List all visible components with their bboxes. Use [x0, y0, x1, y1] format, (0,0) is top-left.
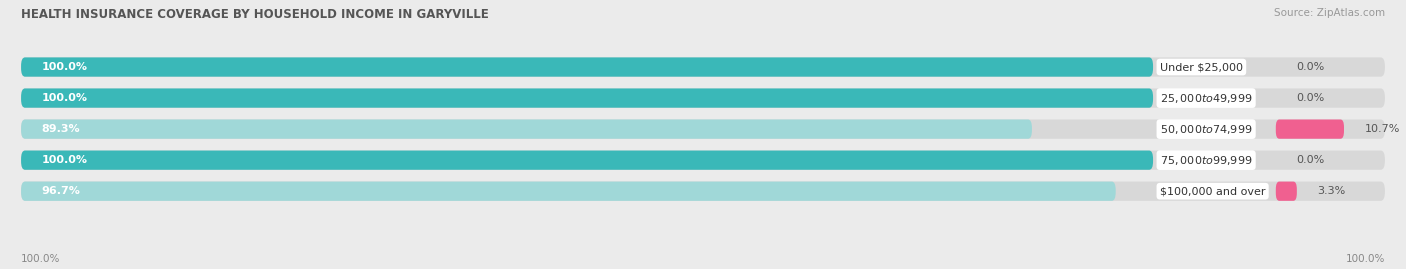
Text: $25,000 to $49,999: $25,000 to $49,999 [1160, 91, 1253, 105]
Text: Source: ZipAtlas.com: Source: ZipAtlas.com [1274, 8, 1385, 18]
Text: $100,000 and over: $100,000 and over [1160, 186, 1265, 196]
FancyBboxPatch shape [21, 151, 1153, 170]
Text: $75,000 to $99,999: $75,000 to $99,999 [1160, 154, 1253, 167]
FancyBboxPatch shape [21, 151, 1385, 170]
Text: 0.0%: 0.0% [1296, 155, 1324, 165]
Text: HEALTH INSURANCE COVERAGE BY HOUSEHOLD INCOME IN GARYVILLE: HEALTH INSURANCE COVERAGE BY HOUSEHOLD I… [21, 8, 489, 21]
Text: 100.0%: 100.0% [42, 62, 87, 72]
FancyBboxPatch shape [21, 57, 1153, 77]
FancyBboxPatch shape [21, 119, 1385, 139]
FancyBboxPatch shape [21, 182, 1116, 201]
Text: 0.0%: 0.0% [1296, 62, 1324, 72]
Text: 100.0%: 100.0% [42, 93, 87, 103]
FancyBboxPatch shape [1275, 119, 1344, 139]
Text: 0.0%: 0.0% [1296, 93, 1324, 103]
Text: 96.7%: 96.7% [42, 186, 80, 196]
Text: 89.3%: 89.3% [42, 124, 80, 134]
Text: 100.0%: 100.0% [21, 254, 60, 264]
Text: 10.7%: 10.7% [1364, 124, 1400, 134]
FancyBboxPatch shape [21, 57, 1385, 77]
FancyBboxPatch shape [21, 89, 1153, 108]
FancyBboxPatch shape [21, 182, 1385, 201]
Text: 100.0%: 100.0% [1346, 254, 1385, 264]
Text: $50,000 to $74,999: $50,000 to $74,999 [1160, 123, 1253, 136]
FancyBboxPatch shape [1275, 182, 1296, 201]
FancyBboxPatch shape [21, 89, 1385, 108]
Text: Under $25,000: Under $25,000 [1160, 62, 1243, 72]
FancyBboxPatch shape [21, 119, 1032, 139]
Text: 3.3%: 3.3% [1317, 186, 1346, 196]
Text: 100.0%: 100.0% [42, 155, 87, 165]
